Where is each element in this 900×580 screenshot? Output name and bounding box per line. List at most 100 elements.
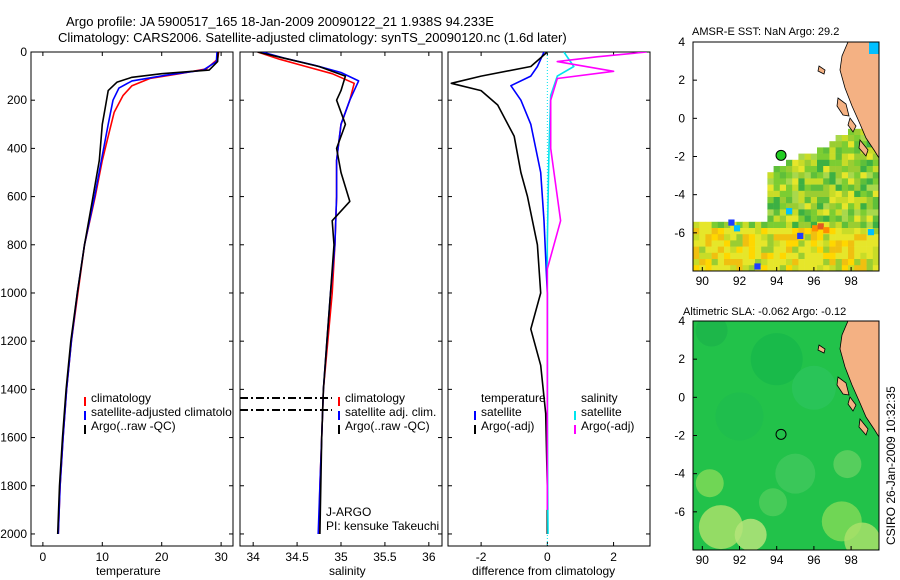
sst-cell xyxy=(717,259,725,266)
sst-cell xyxy=(736,246,743,254)
sst-cell xyxy=(835,153,843,161)
sst-cell xyxy=(767,240,774,247)
side-timestamp: CSIRO 26-Jan-2009 10:32:35 xyxy=(884,386,898,545)
sst-cell xyxy=(810,166,818,173)
sst-cell xyxy=(767,234,774,241)
sst-cell xyxy=(779,190,787,198)
sst-cell xyxy=(860,240,867,247)
sst-cell xyxy=(786,215,793,223)
sst-cell xyxy=(792,178,799,185)
sla-map-cells xyxy=(695,321,879,550)
sst-cell xyxy=(841,141,849,148)
sst-cell xyxy=(854,240,861,247)
sst-cell xyxy=(717,228,725,235)
sla-field-patch xyxy=(695,469,724,498)
sst-cell xyxy=(817,172,824,179)
sst-cell xyxy=(804,184,812,192)
sst-cell xyxy=(817,203,824,210)
sst-cell xyxy=(761,252,768,260)
salinity-panel: 34 34.5 35 35.5 36 salinity climatology sate… xyxy=(239,51,443,578)
sst-cell xyxy=(773,178,781,185)
sumatra-landmass xyxy=(839,321,879,438)
sst-cell xyxy=(835,228,843,235)
sst-cell xyxy=(693,259,700,266)
sst-cell xyxy=(810,259,818,266)
sst-cell xyxy=(767,184,774,192)
sst-cell xyxy=(736,252,743,260)
map-x-tick-label: 98 xyxy=(844,274,858,288)
legend-label-climatology: climatology xyxy=(91,391,151,405)
sst-cell xyxy=(872,178,879,185)
sst-cell xyxy=(841,265,849,271)
sst-cell xyxy=(829,215,836,223)
sst-cell xyxy=(761,246,768,254)
island-siberut xyxy=(858,418,869,436)
sst-cell xyxy=(705,246,712,254)
sst-cell xyxy=(829,190,836,198)
sst-cell xyxy=(779,221,787,229)
sst-cell xyxy=(817,228,824,235)
sst-cell xyxy=(711,252,719,260)
sst-cell xyxy=(804,190,812,198)
y-tick-label: 1000 xyxy=(0,286,27,300)
temperature-legend: climatology satellite-adjusted climatolo… xyxy=(84,391,232,434)
sst-cell xyxy=(792,252,799,260)
legend-label-temp-satellite: satellite xyxy=(481,405,522,419)
sst-cell xyxy=(860,172,867,179)
sst-cell xyxy=(841,190,849,198)
sst-cell xyxy=(798,228,805,235)
sst-cell xyxy=(841,178,849,185)
sst-cell xyxy=(755,234,762,241)
sst-cell xyxy=(860,153,867,161)
difference-xlabel: difference from climatology xyxy=(472,564,615,578)
sst-cell xyxy=(767,197,774,204)
sst-cell xyxy=(817,190,824,198)
sst-cell xyxy=(810,209,818,216)
sst-cell xyxy=(786,221,793,229)
sst-cell xyxy=(724,234,731,241)
sst-cell xyxy=(742,221,750,229)
sst-cell-highlight xyxy=(728,219,735,226)
island-nias xyxy=(836,376,850,396)
sst-cell xyxy=(810,203,818,210)
sst-cell xyxy=(773,240,781,247)
sst-cell xyxy=(854,141,861,148)
sst-cell xyxy=(823,184,830,192)
sst-cell xyxy=(792,209,799,216)
sst-cell xyxy=(848,228,855,235)
sst-cell xyxy=(779,215,787,223)
difference-lines xyxy=(450,52,647,546)
sst-cell xyxy=(872,153,879,161)
sst-cell xyxy=(804,159,812,167)
sst-cell xyxy=(798,240,805,247)
sst-cell xyxy=(860,246,867,254)
sst-cell xyxy=(711,221,719,229)
sst-cell-highlight xyxy=(812,225,819,232)
sst-cell xyxy=(693,252,700,260)
sst-cell xyxy=(755,240,762,247)
sst-cell xyxy=(705,234,712,241)
sst-cell xyxy=(854,246,861,254)
sst-cell xyxy=(829,259,836,266)
sst-cell xyxy=(817,252,824,260)
legend-label-argo: Argo(..raw -QC) xyxy=(91,419,176,433)
sla-field-patch xyxy=(833,450,862,479)
map-x-tick-label: 92 xyxy=(733,553,747,567)
sst-cell xyxy=(810,234,818,241)
map-y-tick-label: -4 xyxy=(674,188,685,202)
sst-cell xyxy=(767,215,774,223)
sst-cell xyxy=(792,228,799,235)
sst-cell xyxy=(755,259,762,266)
sst-cell xyxy=(817,178,824,185)
sst-cell xyxy=(705,228,712,235)
sst-cell xyxy=(705,240,712,247)
temperature-ticks: 0 10 20 30 0 200 400 600 800 1000 1200 1400 1600 1800… xyxy=(0,45,233,564)
sst-cell xyxy=(705,221,712,229)
sst-cell xyxy=(848,128,855,136)
sumatra-landmass xyxy=(839,42,879,159)
sst-cell xyxy=(748,246,756,254)
legend-label-climatology: climatology xyxy=(345,391,405,405)
sst-cell xyxy=(736,221,743,229)
sst-cell xyxy=(860,135,867,142)
sst-cell xyxy=(773,209,781,216)
